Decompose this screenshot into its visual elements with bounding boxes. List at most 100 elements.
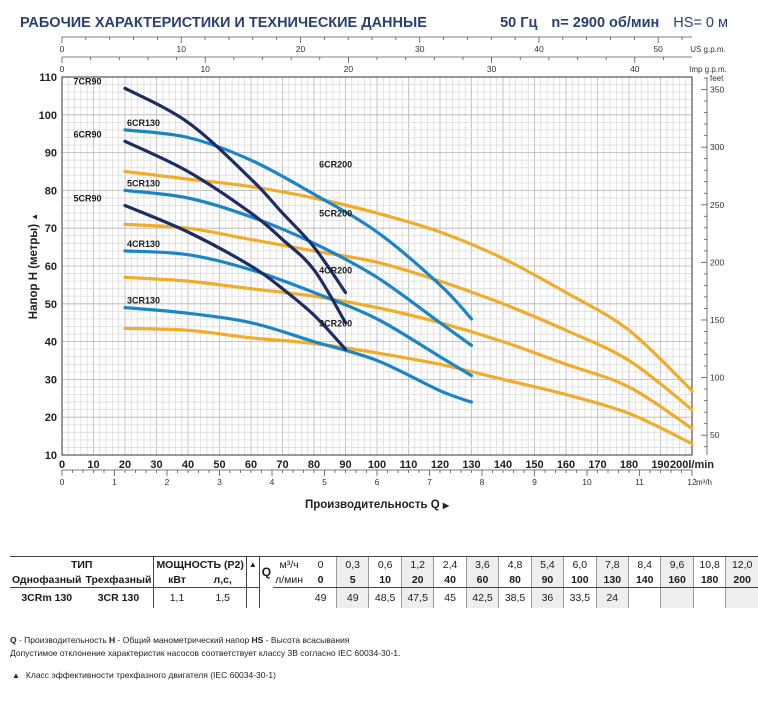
head-value-cell: 24 (595, 587, 629, 608)
x-tick-label-lmin: 60 (245, 459, 257, 471)
head-value-cell: 49 (314, 592, 327, 604)
y-tick-label: 30 (45, 374, 57, 386)
us-gpm-tick-label: 0 (60, 44, 65, 54)
head-value-cell (692, 587, 726, 608)
imp-gpm-tick-label: 30 (487, 64, 497, 74)
q-m3h-cell: 0,6 (368, 556, 402, 572)
empty-cell (258, 587, 274, 608)
head-value-cell (725, 587, 758, 608)
hs-symbol: HS (251, 635, 264, 645)
power-header-text: МОЩНОСТЬ (P2) (156, 558, 244, 571)
page-title: РАБОЧИЕ ХАРАКТЕРИСТИКИ И ТЕХНИЧЕСКИЕ ДАН… (20, 15, 427, 31)
curve-3cr200 (123, 326, 694, 446)
power-kw: 1,1 (153, 587, 200, 608)
x-tick-label-lmin: 50 (213, 459, 225, 471)
unit-lmin: л/мин (273, 572, 306, 588)
head-value-cell: 49 (336, 587, 369, 608)
power-hp: 1,5 (215, 592, 231, 604)
q-lmin-cell: 10 (368, 572, 402, 588)
q-m3h-cell: 6,0 (563, 556, 597, 572)
imp-gpm-tick-label: 0 (60, 64, 65, 74)
imp-gpm-tick-label: 10 (200, 64, 210, 74)
x-tick-label-lmin: 200l/min (670, 459, 714, 471)
head-value-cell (628, 587, 661, 608)
head-value-cell: 33,5 (563, 587, 597, 608)
m3h-tick-label: 1 (112, 477, 117, 487)
three-phase-header: Трехфазный (83, 572, 154, 588)
q-m3h-cell: 7,8 (595, 556, 629, 572)
x-tick-label-lmin: 170 (588, 459, 606, 471)
x-tick-label-lmin: 70 (276, 459, 288, 471)
efficiency-footnote: ▲ Класс эффективности трехфазного двигате… (12, 670, 276, 680)
feet-tick-label: 300 (710, 142, 724, 152)
efficiency-footnote-text: Класс эффективности трехфазного двигател… (25, 670, 276, 680)
legend-footnote: Q - Производительность H - Общий маномет… (10, 635, 349, 645)
x-tick-label-lmin: 160 (557, 459, 575, 471)
curve-6cr90 (123, 139, 348, 325)
label-6cr90: 6CR90 (73, 129, 101, 139)
q-m3h-cell: 10,8 (692, 556, 726, 572)
y-tick-label: 100 (39, 110, 57, 122)
imp-gpm-tick-label: 20 (344, 64, 354, 74)
head-value-cell: 45 (433, 587, 467, 608)
x-tick-label-lmin: 110 (400, 459, 418, 471)
us-gpm-unit: US g.p.m. (690, 45, 726, 54)
hp-header: л,с, (199, 572, 247, 588)
m3h-tick-label: 11 (635, 477, 644, 487)
label-5cr200: 5CR200 (319, 209, 352, 219)
q-lmin-cell: 5 (336, 572, 369, 588)
y-tick-label: 80 (45, 185, 57, 197)
m3h-tick-label: 7 (427, 477, 432, 487)
x-tick-label-lmin: 130 (462, 459, 480, 471)
label-4cr200: 4CR200 (319, 265, 352, 275)
q-lmin-cell: 40 (433, 572, 467, 588)
feet-tick-label: 250 (710, 200, 724, 210)
q-lmin-cell: 130 (595, 572, 629, 588)
y-tick-label: 10 (45, 450, 57, 462)
x-axis-title: Производительность Q ▶ (305, 499, 450, 511)
m3h-tick-label: 8 (480, 477, 485, 487)
label-3cr200: 3CR200 (319, 318, 352, 328)
q-m3h-cell: 0,3 (336, 556, 369, 572)
label-6cr130: 6CR130 (127, 118, 160, 128)
q-symbol: Q (10, 635, 17, 645)
chart-axes (61, 36, 708, 476)
feet-tick-label: 350 (710, 85, 724, 95)
q-lmin-cell: 80 (498, 572, 532, 588)
q-description: - Производительность (16, 635, 110, 645)
head-value-cell: 48,5 (368, 587, 402, 608)
q-lmin-cell: 100 (563, 572, 597, 588)
empty-cell (245, 572, 260, 588)
chart-series-labels: 7CR90 6CR130 6CR90 6CR200 5CR130 5CR90 5CR200 4… (73, 76, 352, 328)
y-tick-label: 60 (45, 261, 57, 273)
curve-6cr200 (123, 169, 694, 393)
feet-tick-label: 50 (710, 430, 720, 440)
x-tick-label-lmin: 40 (182, 459, 194, 471)
q-m3h-cell: 2,4 (433, 556, 467, 572)
x-tick-label-lmin: 120 (431, 459, 449, 471)
triangle-icon: ▲ (12, 671, 20, 680)
triangle-icon: ▲ (245, 556, 260, 572)
m3h-tick-label: 6 (375, 477, 380, 487)
three-phase-model: 3CR 130 (97, 592, 140, 604)
curve-5cr130 (123, 188, 474, 347)
chart-tick-labels: 0 10 20 30 40 50 60 70 80 90 100 110 120 130 140 150 160… (28, 44, 727, 511)
label-3cr130: 3CR130 (127, 296, 160, 306)
imp-gpm-unit: Imp g.p.m. (689, 65, 727, 74)
y-axis-title: Напор H (метры) ▲ (28, 213, 40, 319)
us-gpm-tick-label: 30 (415, 44, 425, 54)
us-gpm-tick-label: 50 (653, 44, 663, 54)
plot-border (61, 76, 693, 456)
m3h-unit: m³/h (696, 478, 712, 487)
y-tick-label: 110 (39, 72, 57, 84)
hs-description: - Высота всасывания (263, 635, 350, 645)
curve-3cr130 (123, 306, 474, 404)
x-tick-label-lmin: 30 (150, 459, 162, 471)
x-tick-label-lmin: 90 (339, 459, 351, 471)
q-symbol: Q (258, 556, 274, 588)
feet-tick-label: 150 (710, 315, 724, 325)
m3h-tick-label: 4 (270, 477, 275, 487)
single-phase-model: 3CRm 130 (21, 592, 73, 604)
us-gpm-tick-label: 10 (177, 44, 187, 54)
